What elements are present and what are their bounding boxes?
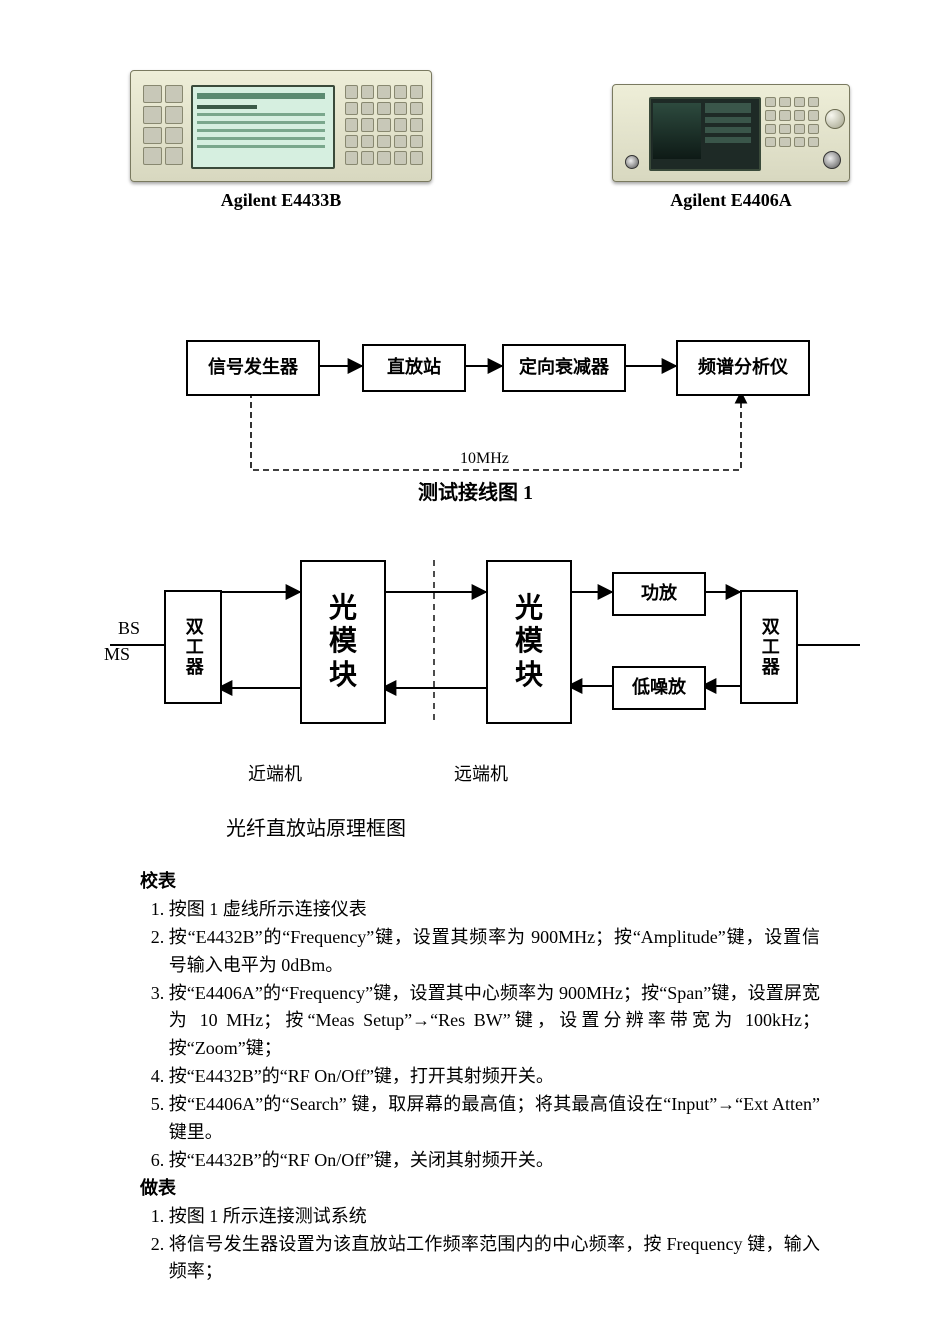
d2-bs-label: BS	[118, 618, 140, 639]
measurement-steps: 按图 1 所示连接测试系统 将信号发生器设置为该直放站工作频率范围内的中心频率，…	[140, 1203, 820, 1287]
calib-step: 按“E4406A”的“Search” 键，取屏幕的最高值；将其最高值设在“Inp…	[169, 1091, 820, 1147]
d2-box-optical-1: 光模块	[300, 560, 386, 724]
instrument-left: Agilent E4433B	[130, 70, 432, 211]
meas-step: 按图 1 所示连接测试系统	[169, 1203, 820, 1231]
d1-link-label: 10MHz	[460, 450, 509, 468]
calib-step: 按“E4406A”的“Frequency”键，设置其中心频率为 900MHz；按…	[169, 980, 820, 1064]
d2-ms-label: MS	[104, 644, 130, 665]
instrument-left-label: Agilent E4433B	[130, 190, 432, 211]
calib-step: 按“E4432B”的“RF On/Off”键，关闭其射频开关。	[169, 1147, 820, 1175]
d2-box-lna: 低噪放	[612, 666, 706, 710]
calibration-steps: 按图 1 虚线所示连接仪表 按“E4432B”的“Frequency”键，设置其…	[140, 896, 820, 1175]
instrument-row: Agilent E4433B Agilent E44	[130, 70, 850, 211]
d2-near-label: 近端机	[248, 760, 302, 786]
instrument-right-photo	[612, 84, 850, 182]
calib-step: 按图 1 虚线所示连接仪表	[169, 896, 820, 924]
d2-box-optical-2: 光模块	[486, 560, 572, 724]
meas-step: 将信号发生器设置为该直放站工作频率范围内的中心频率，按 Frequency 键，…	[169, 1231, 820, 1287]
instrument-right: Agilent E4406A	[612, 84, 850, 211]
body-text: 校表 按图 1 虚线所示连接仪表 按“E4432B”的“Frequency”键，…	[140, 868, 820, 1286]
d1-caption: 测试接线图 1	[418, 476, 533, 505]
calib-step: 按“E4432B”的“RF On/Off”键，打开其射频开关。	[169, 1063, 820, 1091]
instrument-left-photo	[130, 70, 432, 182]
measurement-heading: 做表	[140, 1175, 820, 1203]
calibration-heading: 校表	[140, 868, 820, 896]
d1-box-repeater: 直放站	[362, 344, 466, 392]
d1-box-attenuator: 定向衰减器	[502, 344, 626, 392]
calib-step: 按“E4432B”的“Frequency”键，设置其频率为 900MHz；按“A…	[169, 924, 820, 980]
d1-box-signal-generator: 信号发生器	[186, 340, 320, 396]
d1-box-spectrum-analyzer: 频谱分析仪	[676, 340, 810, 396]
d2-far-label: 远端机	[454, 760, 508, 786]
d2-box-duplexer-1: 双工器	[164, 590, 222, 704]
page: Agilent E4433B Agilent E44	[0, 0, 945, 1337]
d2-box-duplexer-2: 双工器	[740, 590, 798, 704]
instrument-right-label: Agilent E4406A	[612, 190, 850, 211]
d2-box-pa: 功放	[612, 572, 706, 616]
d2-caption: 光纤直放站原理框图	[226, 812, 406, 841]
